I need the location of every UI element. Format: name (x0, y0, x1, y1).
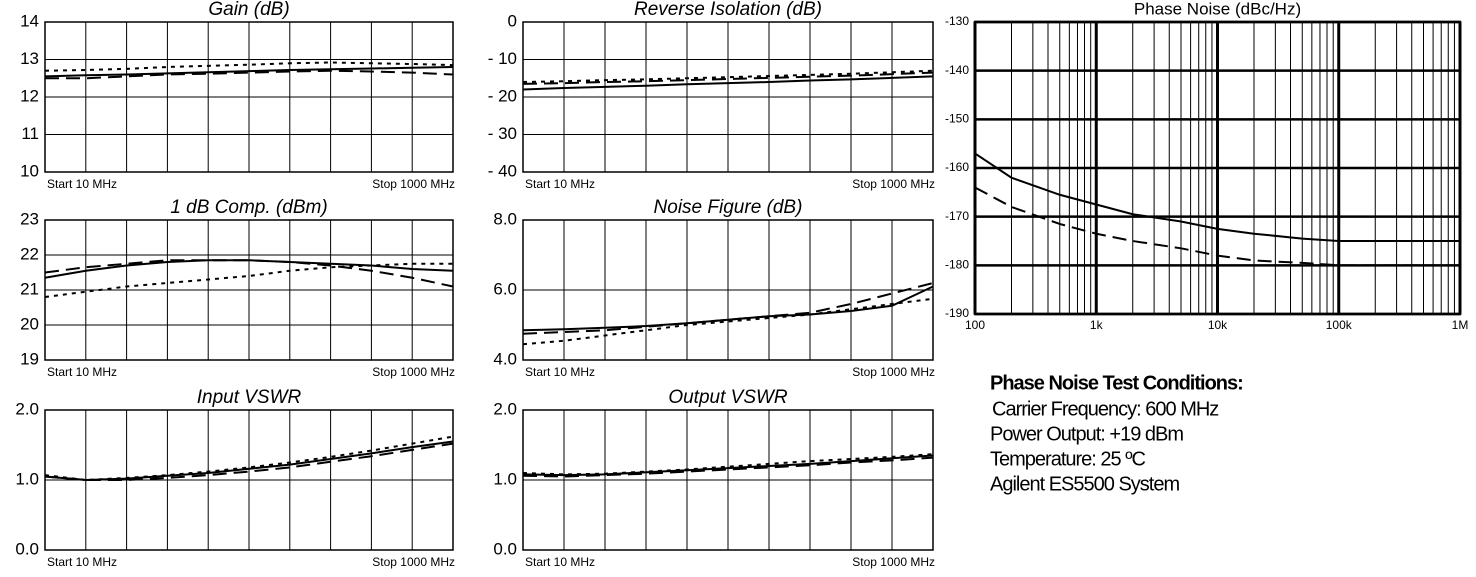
x-stop-label: Stop 1000 MHz (372, 177, 455, 191)
x-stop-label: Stop 1000 MHz (852, 177, 935, 191)
condition-line: Carrier Frequency: 600 MHz (992, 398, 1218, 420)
y-tick-label: 2.0 (493, 399, 517, 418)
y-tick-label: 1.0 (15, 469, 39, 488)
series-line (974, 186, 1460, 267)
x-start-label: Start 10 MHz (525, 177, 595, 191)
series-line (45, 69, 454, 80)
plot-frame (44, 21, 454, 173)
y-tick-label: 0.0 (493, 539, 517, 558)
y-tick-label: 1.0 (493, 469, 517, 488)
y-tick-label: -130 (945, 14, 969, 28)
x-start-label: Start 10 MHz (525, 365, 595, 379)
plot-frame (522, 21, 934, 173)
chart-title: Phase Noise (dBc/Hz) (1134, 0, 1301, 18)
chart-title: Noise Figure (dB) (654, 197, 803, 218)
chart-title: Input VSWR (197, 387, 302, 408)
y-tick-label: -190 (945, 306, 969, 320)
series-line (44, 442, 454, 481)
series-line (522, 71, 934, 85)
y-tick-label: 6.0 (493, 279, 517, 298)
y-tick-label: 23 (20, 209, 39, 228)
series-line (44, 66, 454, 78)
y-tick-label: 14 (20, 11, 39, 30)
y-tick-label: 0 (508, 11, 517, 30)
x-start-label: Start 10 MHz (525, 555, 595, 569)
condition-line: Agilent ES5500 System (990, 473, 1179, 495)
series-line (522, 75, 934, 91)
x-tick-label: 100k (1326, 318, 1353, 332)
y-tick-label: - 10 (488, 49, 517, 68)
y-tick-label: 11 (21, 124, 39, 143)
x-start-label: Start 10 MHz (47, 177, 117, 191)
y-tick-label: - 30 (488, 124, 517, 143)
y-tick-label: 12 (20, 86, 39, 105)
y-tick-label: - 20 (488, 86, 517, 105)
y-tick-label: -180 (945, 258, 969, 272)
plot-frame (522, 219, 934, 361)
plot-frame (522, 409, 934, 551)
y-tick-label: 10 (20, 161, 39, 180)
x-stop-label: Stop 1000 MHz (372, 365, 455, 379)
y-tick-label: 21 (20, 279, 39, 298)
series-line (44, 259, 454, 288)
y-tick-label: 20 (20, 314, 39, 333)
series-line (974, 152, 1460, 242)
x-stop-label: Stop 1000 MHz (372, 555, 455, 569)
plot-frame (973, 20, 1462, 316)
condition-line: Power Output: +19 dBm (990, 423, 1183, 445)
y-tick-label: 4.0 (493, 349, 517, 368)
series-line (522, 456, 934, 478)
x-start-label: Start 10 MHz (47, 555, 117, 569)
y-tick-label: 19 (20, 349, 39, 368)
x-tick-label: 1M (1452, 318, 1469, 332)
y-tick-label: 22 (20, 244, 39, 263)
series-line (522, 297, 934, 346)
series-line (522, 285, 934, 332)
y-tick-label: -140 (945, 63, 969, 77)
y-tick-label: 0.0 (15, 539, 39, 558)
x-tick-label: 1k (1090, 318, 1104, 332)
condition-line: Temperature: 25 ºC (990, 448, 1145, 470)
plot-frame (44, 409, 454, 551)
chart-title: Output VSWR (668, 387, 788, 408)
y-tick-label: 8.0 (493, 209, 517, 228)
chart-title: Gain (dB) (208, 0, 289, 20)
plot-frame (44, 219, 454, 361)
y-tick-label: 2.0 (15, 399, 39, 418)
y-tick-label: -170 (945, 209, 969, 223)
chart-title: 1 dB Comp. (dBm) (170, 197, 327, 218)
y-tick-label: -160 (945, 160, 969, 174)
series-line (44, 259, 454, 279)
series-line (44, 435, 454, 482)
chart-title: Reverse Isolation (dB) (634, 0, 822, 20)
conditions-title: Phase Noise Test Conditions: (990, 372, 1243, 394)
y-tick-label: - 40 (488, 161, 517, 180)
y-tick-label: 13 (20, 49, 39, 68)
series-line (522, 282, 934, 335)
x-stop-label: Stop 1000 MHz (852, 555, 935, 569)
y-tick-label: -150 (945, 112, 969, 126)
x-start-label: Start 10 MHz (47, 365, 117, 379)
x-tick-label: 100 (965, 318, 985, 332)
x-tick-label: 10k (1208, 318, 1228, 332)
x-stop-label: Stop 1000 MHz (852, 365, 935, 379)
series-line (522, 453, 934, 476)
